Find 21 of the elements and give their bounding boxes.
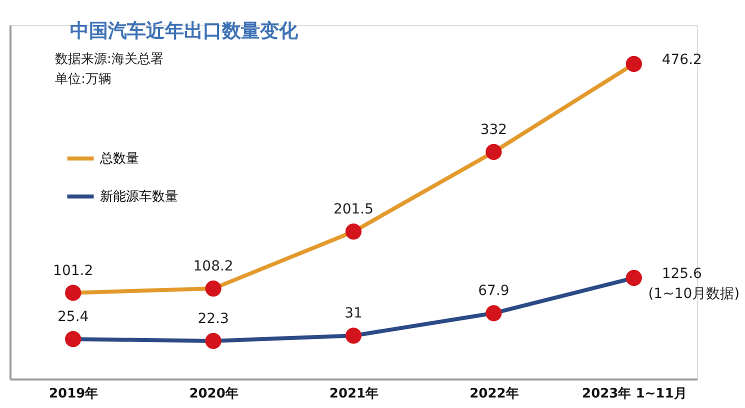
annotation: (1~10月数据) — [648, 286, 740, 302]
data-label: 67.9 — [478, 283, 510, 300]
chart-title: 中国汽车近年出口数量变化 — [70, 20, 299, 42]
legend-label: 总数量 — [99, 152, 139, 166]
data-label: 101.2 — [53, 262, 94, 279]
data-label: 332 — [480, 122, 508, 138]
x-tick-label: 2022年 — [470, 386, 519, 402]
data-label: 125.6 — [662, 266, 702, 282]
x-tick-label: 2019年 — [49, 386, 98, 402]
data-label: 25.4 — [58, 309, 89, 326]
x-tick-label: 2021年 — [329, 386, 379, 402]
data-label: 476.2 — [662, 52, 702, 68]
data-label: 201.5 — [333, 202, 374, 218]
legend-label: 新能源车数量 — [100, 190, 178, 204]
data-label: 108.2 — [193, 258, 234, 275]
x-tick-label: 2023年 1~11月 — [582, 386, 687, 402]
x-tick-label: 2020年 — [189, 386, 238, 402]
data-label: 22.3 — [198, 310, 229, 327]
data-label: 31 — [344, 306, 362, 322]
annotation: 数据来源:海关总署 — [55, 52, 164, 67]
annotation: 单位:万辆 — [55, 72, 112, 87]
